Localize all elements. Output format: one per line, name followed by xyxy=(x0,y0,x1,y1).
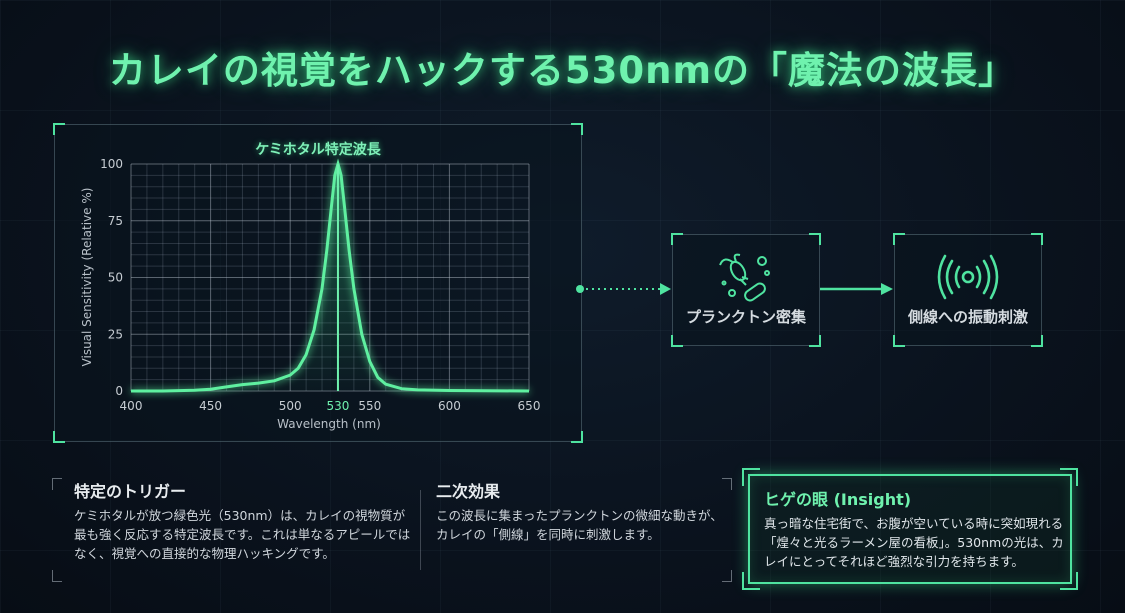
chart-title: ケミホタル特定波長 xyxy=(255,142,381,158)
card-secondary-effect: 二次効果 この波長に集まったプランクトンの微細な動きが、カレイの「側線」を同時に… xyxy=(436,478,732,544)
card-title: 二次効果 xyxy=(436,482,501,501)
x-tick-label: 400 xyxy=(120,399,143,413)
vibration-icon xyxy=(937,254,999,300)
flow-node-label: プランクトン密集 xyxy=(685,308,806,326)
curve-fill xyxy=(131,164,529,391)
x-tick-label: 500 xyxy=(279,399,302,413)
flow-node-plankton: プランクトン密集 xyxy=(671,233,821,347)
page-title: カレイの視覚をハックする530nmの「魔法の波長」 xyxy=(108,49,1017,92)
card-trigger: 特定のトリガー ケミホタルが放つ緑色光（530nm）は、カレイの視物質が最も強く… xyxy=(74,478,414,563)
chart-panel: ケミホタル特定波長 400 450 500 530 550 600 650 0 25 50 75 10… xyxy=(53,123,583,443)
x-axis-label: Wavelength (nm) xyxy=(277,417,381,431)
y-tick-label: 50 xyxy=(108,271,123,285)
plankton-icon xyxy=(719,253,770,302)
y-tick-label: 25 xyxy=(108,327,123,341)
card-title: 特定のトリガー xyxy=(74,482,187,501)
card-insight: ヒゲの眼 (Insight) 真っ暗な住宅街で、お腹が空いている時に突如現れる「… xyxy=(742,468,1078,590)
flow-node-label: 側線への振動刺激 xyxy=(907,308,1028,326)
card-body: ケミホタルが放つ緑色光（530nm）は、カレイの視物質が最も強く反応する特定波長… xyxy=(74,508,411,561)
card-title: ヒゲの眼 (Insight) xyxy=(764,490,912,509)
x-tick-label: 530 xyxy=(327,399,350,413)
y-tick-label: 75 xyxy=(108,214,123,228)
x-tick-label: 450 xyxy=(199,399,222,413)
card-body: 真っ暗な住宅街で、お腹が空いている時に突如現れる「煌々と光るラーメン屋の看板」。… xyxy=(764,516,1064,569)
y-axis-label: Visual Sensitivity (Relative %) xyxy=(80,188,94,367)
y-tick-label: 100 xyxy=(100,157,123,171)
x-tick-label: 600 xyxy=(438,399,461,413)
x-tick-label: 650 xyxy=(518,399,541,413)
flow-node-lateral-line: 側線への振動刺激 xyxy=(893,233,1043,347)
y-tick-label: 0 xyxy=(115,384,123,398)
card-body: この波長に集まったプランクトンの微細な動きが、カレイの「側線」を同時に刺激します… xyxy=(436,508,723,542)
sensitivity-curve xyxy=(131,158,530,393)
sensitivity-chart: 400 450 500 530 550 600 650 0 25 50 75 100 Waveleng… xyxy=(80,157,541,431)
x-tick-label: 550 xyxy=(358,399,381,413)
